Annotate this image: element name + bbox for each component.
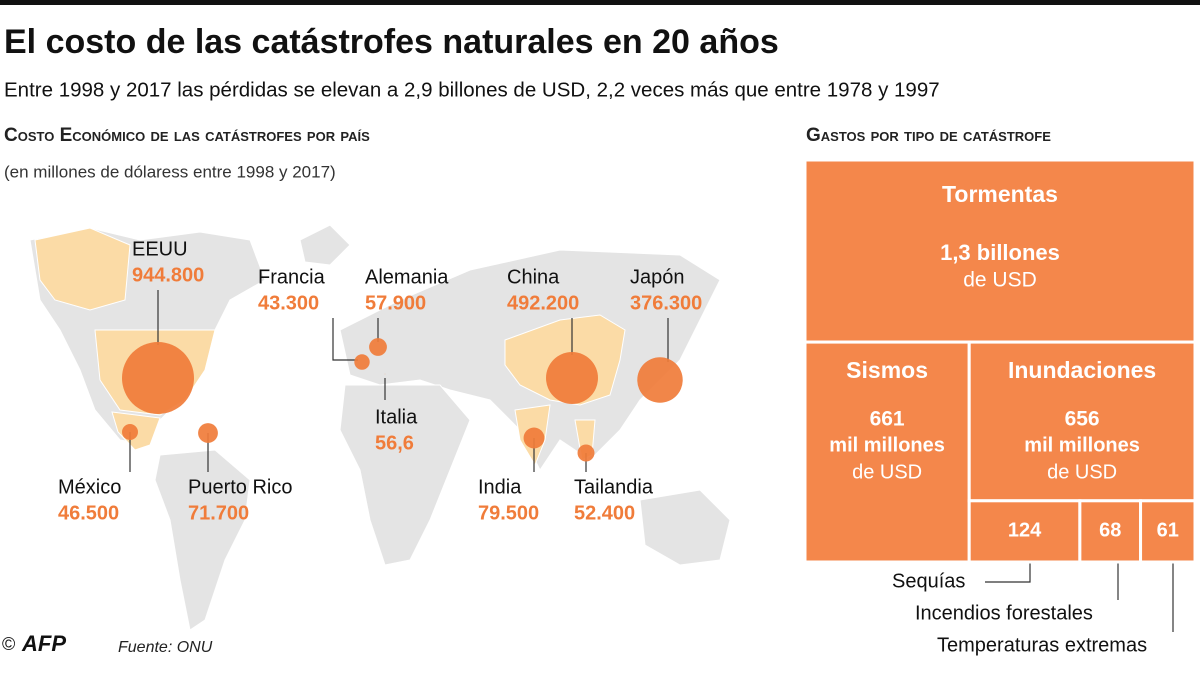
cell-name: Inundaciones (1008, 357, 1156, 383)
map-leaders (129, 290, 669, 472)
cell-value: 656 (1065, 408, 1100, 431)
cell-currency: de USD (963, 269, 1037, 292)
treemap-cell (1078, 499, 1143, 564)
bubble (198, 423, 218, 443)
country-value: 944.800 (132, 264, 204, 286)
country-name: Japón (630, 266, 685, 288)
treemap-cell (803, 340, 971, 564)
cell-name-outside: Temperaturas extremas (937, 634, 1147, 656)
title: El costo de las catástrofes naturales en… (4, 23, 779, 61)
credit-logo: AFP (21, 631, 66, 656)
cell-value: 1,3 billones (940, 240, 1060, 265)
treemap-cell (803, 158, 1197, 344)
bubble (637, 357, 683, 403)
country-name: Italia (375, 406, 418, 428)
bubble (354, 354, 370, 370)
country-name: Tailandia (574, 476, 654, 498)
cell-unit: mil millones (1024, 434, 1140, 456)
bubble (369, 338, 387, 356)
top-bar (0, 0, 1200, 5)
cell-name-outside: Sequías (892, 570, 965, 592)
treemap-cell (967, 499, 1082, 564)
country-value: 492.200 (507, 292, 579, 314)
cell-value: 61 (1157, 520, 1179, 542)
cell-value: 661 (870, 408, 905, 431)
country-value: 43.300 (258, 292, 319, 314)
country-name: China (507, 266, 560, 288)
source: Fuente: ONU (118, 639, 213, 656)
country-name: EEUU (132, 238, 188, 260)
treemap-cell (1139, 499, 1197, 564)
country-value: 71.700 (188, 502, 249, 524)
country-name: México (58, 476, 121, 498)
bubble (577, 444, 595, 462)
country-value: 376.300 (630, 292, 702, 314)
country-value: 52.400 (574, 502, 635, 524)
bubble (546, 352, 598, 404)
cell-unit: mil millones (829, 434, 945, 456)
map-title: Costo Económico de las catástrofes por p… (4, 125, 370, 146)
treemap-title: Gastos por tipo de catástrofe (806, 125, 1051, 146)
cell-currency: de USD (1047, 461, 1117, 483)
cell-name: Tormentas (942, 181, 1058, 207)
bubble (122, 342, 194, 414)
treemap-cell (967, 340, 1197, 503)
cell-currency: de USD (852, 461, 922, 483)
country-name: Francia (258, 266, 326, 288)
country-value: 79.500 (478, 502, 539, 524)
cell-value: 68 (1099, 520, 1121, 542)
subtitle: Entre 1998 y 2017 las pérdidas se elevan… (4, 78, 940, 101)
cell-name-outside: Incendios forestales (915, 602, 1093, 624)
bubble (523, 427, 545, 449)
copyright: © (2, 634, 15, 654)
country-name: India (478, 476, 522, 498)
country-value: 57.900 (365, 292, 426, 314)
cell-value: 124 (1008, 520, 1042, 542)
map-subtitle: (en millones de dólaress entre 1998 y 20… (4, 162, 336, 181)
cell-name: Sismos (846, 357, 928, 383)
country-name: Puerto Rico (188, 476, 293, 498)
bubble (122, 424, 138, 440)
country-name: Alemania (365, 266, 449, 288)
country-value: 46.500 (58, 502, 119, 524)
treemap-leaders (985, 562, 1174, 632)
bubble (384, 373, 386, 375)
country-value: 56,6 (375, 432, 414, 454)
